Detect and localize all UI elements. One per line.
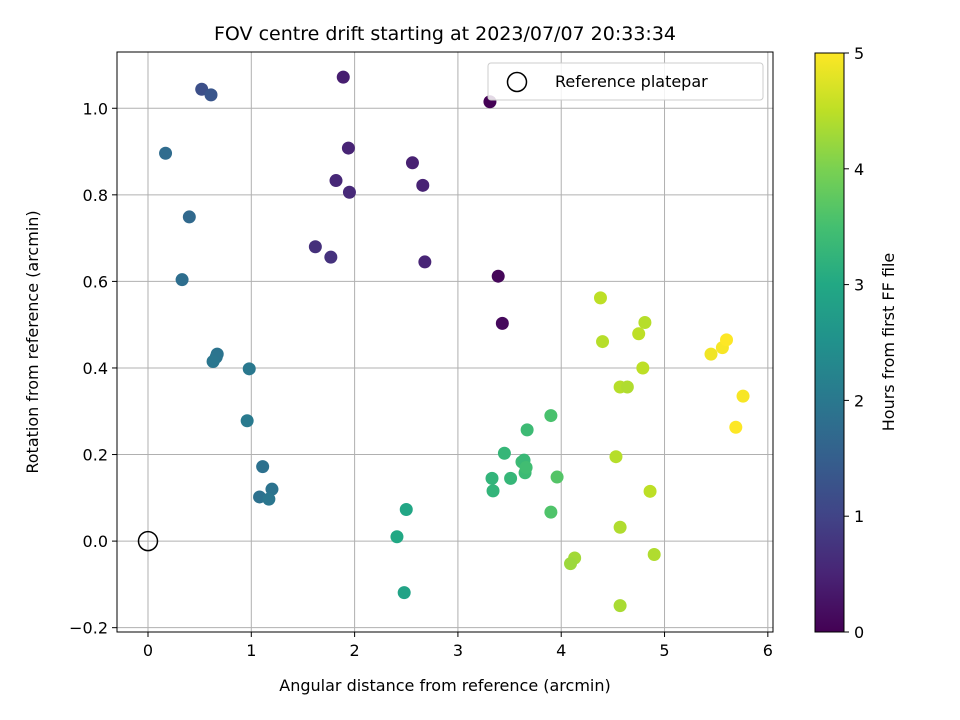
data-point xyxy=(520,423,534,437)
data-point xyxy=(544,505,558,519)
data-point xyxy=(182,210,196,224)
y-tick-label: 0.4 xyxy=(83,359,108,378)
x-tick-label: 6 xyxy=(763,641,773,660)
x-tick-label: 2 xyxy=(350,641,360,660)
legend-open-circle-icon xyxy=(506,71,528,93)
data-point xyxy=(175,273,189,287)
data-point xyxy=(504,471,518,485)
colorbar-tick-label: 5 xyxy=(854,44,864,63)
data-point xyxy=(329,174,343,188)
data-point xyxy=(620,380,634,394)
data-point xyxy=(495,316,509,330)
colorbar-tick-label: 2 xyxy=(854,391,864,410)
data-points xyxy=(159,70,750,613)
data-point xyxy=(342,185,356,199)
data-point xyxy=(593,291,607,305)
data-point xyxy=(262,492,276,506)
data-point xyxy=(491,269,505,283)
data-point xyxy=(613,520,627,534)
y-tick-label: 0.2 xyxy=(83,446,108,465)
data-point xyxy=(704,347,718,361)
data-point xyxy=(643,484,657,498)
data-point xyxy=(596,335,610,349)
colorbar: 0 1 2 3 4 5 Hours from first FF file xyxy=(814,44,898,642)
colorbar-tick-label: 0 xyxy=(854,623,864,642)
x-axis-label: Angular distance from reference (arcmin) xyxy=(279,676,610,695)
data-point xyxy=(720,333,734,347)
x-tick-label: 5 xyxy=(659,641,669,660)
data-point xyxy=(544,409,558,423)
data-point xyxy=(636,361,650,375)
legend-box xyxy=(487,62,764,101)
data-point xyxy=(204,88,218,102)
data-point xyxy=(638,316,652,330)
y-axis-ticks: −0.2 0.0 0.2 0.4 0.6 0.8 1.0 xyxy=(69,99,117,638)
y-axis-label: Rotation from reference (arcmin) xyxy=(23,210,42,473)
x-axis-ticks: 0 1 2 3 4 5 6 xyxy=(143,632,773,660)
data-point xyxy=(418,255,432,269)
data-point xyxy=(519,461,533,475)
colorbar-tick-label: 3 xyxy=(854,276,864,295)
data-point xyxy=(242,362,256,376)
data-point xyxy=(341,141,355,155)
data-point xyxy=(399,503,413,517)
grid-lines xyxy=(117,52,773,632)
data-point xyxy=(609,450,623,464)
data-point xyxy=(390,530,404,544)
colorbar-gradient xyxy=(814,52,845,633)
data-point xyxy=(729,420,743,434)
data-point xyxy=(647,548,661,562)
colorbar-ticks: 0 1 2 3 4 5 xyxy=(844,44,864,642)
data-point xyxy=(256,460,270,474)
reference-platepar-marker xyxy=(137,530,159,552)
chart-title: FOV centre drift starting at 2023/07/07 … xyxy=(214,23,676,45)
y-tick-label: −0.2 xyxy=(69,619,108,638)
data-point xyxy=(405,156,419,170)
x-tick-label: 4 xyxy=(556,641,566,660)
y-tick-label: 0.6 xyxy=(83,272,108,291)
data-point xyxy=(397,586,411,600)
y-tick-label: 0.0 xyxy=(83,532,108,551)
data-point xyxy=(736,389,750,403)
colorbar-tick-label: 4 xyxy=(854,160,864,179)
data-point xyxy=(159,146,173,160)
x-tick-label: 3 xyxy=(453,641,463,660)
data-point xyxy=(485,471,499,485)
data-point xyxy=(265,482,279,496)
data-point xyxy=(486,484,500,498)
colorbar-tick-label: 1 xyxy=(854,507,864,526)
data-point xyxy=(336,70,350,84)
data-point xyxy=(564,557,578,571)
data-point xyxy=(324,250,338,264)
plot-frame xyxy=(116,51,774,633)
data-point xyxy=(497,446,511,460)
colorbar-label: Hours from first FF file xyxy=(879,253,898,432)
x-tick-label: 1 xyxy=(246,641,256,660)
y-tick-label: 0.8 xyxy=(83,186,108,205)
data-point xyxy=(632,327,646,341)
legend: Reference platepar xyxy=(487,62,764,101)
data-point xyxy=(206,354,220,368)
data-point xyxy=(240,414,254,428)
data-point xyxy=(308,240,322,254)
data-point xyxy=(613,599,627,613)
plot-area: 0 1 2 3 4 5 6 −0.2 0.0 0.2 0.4 0.6 0.8 1.0 xyxy=(69,51,774,660)
data-point xyxy=(416,178,430,192)
data-point xyxy=(550,470,564,484)
legend-label: Reference platepar xyxy=(555,72,708,91)
y-tick-label: 1.0 xyxy=(83,99,108,118)
x-tick-label: 0 xyxy=(143,641,153,660)
